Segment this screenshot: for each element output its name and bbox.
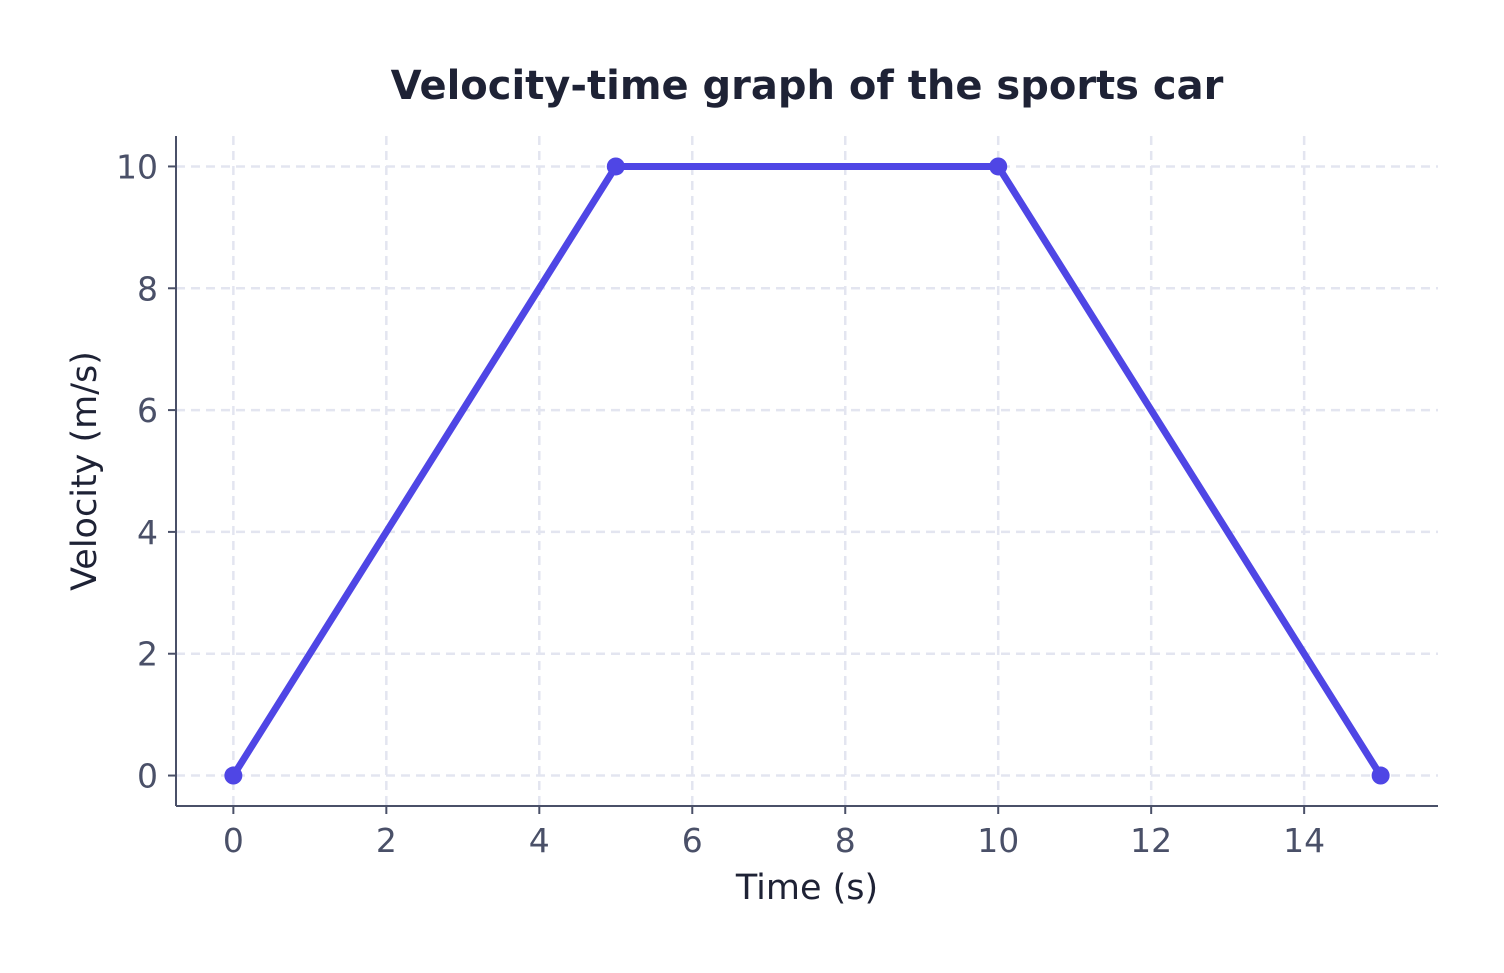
x-tick-label: 2 — [376, 821, 397, 860]
series-line — [229, 162, 1385, 780]
grid — [176, 136, 1438, 806]
y-tick-label: 0 — [137, 757, 158, 796]
x-tick-label: 10 — [977, 821, 1019, 860]
data-point — [224, 766, 243, 785]
y-tick-label: 2 — [137, 635, 158, 674]
x-tick-label: 8 — [835, 821, 856, 860]
x-tick-label: 12 — [1130, 821, 1172, 860]
chart-title: Velocity-time graph of the sports car — [391, 63, 1224, 109]
x-tick-label: 4 — [529, 821, 550, 860]
y-axis-label: Velocity (m/s) — [65, 351, 105, 591]
y-tick-label: 4 — [137, 513, 158, 552]
y-tick-label: 8 — [137, 269, 158, 308]
data-point — [1371, 766, 1390, 785]
x-axis-label: Time (s) — [735, 868, 878, 908]
series — [224, 157, 1390, 785]
data-point — [606, 157, 625, 176]
x-tick-label: 14 — [1283, 821, 1325, 860]
y-tick-label: 10 — [116, 147, 158, 186]
axis-ticks: 0 2 4 6 8 10 12 14 0 2 4 6 8 10 — [116, 147, 1325, 860]
data-point — [989, 157, 1008, 176]
y-tick-label: 6 — [137, 391, 158, 430]
x-tick-label: 0 — [223, 821, 244, 860]
x-tick-label: 6 — [682, 821, 703, 860]
